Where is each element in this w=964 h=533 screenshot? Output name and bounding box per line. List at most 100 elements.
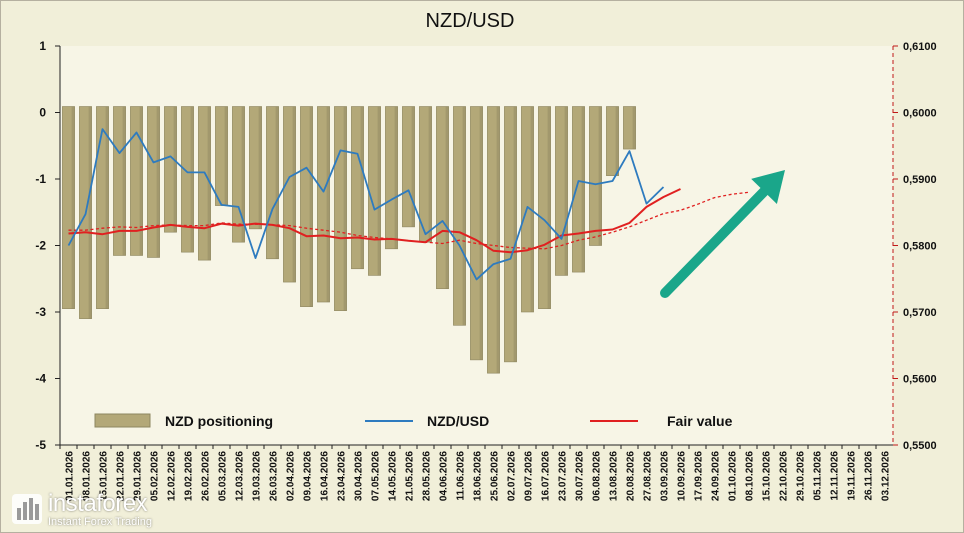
- left-axis-tick-label: -2: [35, 239, 46, 253]
- positioning-bar-shade: [564, 106, 568, 276]
- positioning-bar-shade: [479, 106, 483, 360]
- x-axis-tick-label: 12.02.2026: [167, 451, 178, 501]
- x-axis-tick-label: 23.04.2026: [337, 451, 348, 501]
- positioning-bar-shade: [241, 106, 245, 243]
- x-axis-tick-label: 03.12.2026: [881, 451, 892, 501]
- positioning-bar: [623, 106, 636, 150]
- positioning-bar-shade: [598, 106, 602, 246]
- positioning-bar: [589, 106, 602, 246]
- positioning-bar: [504, 106, 517, 363]
- positioning-bar: [266, 106, 279, 260]
- positioning-bar: [96, 106, 109, 309]
- chart-title: NZD/USD: [425, 10, 515, 32]
- left-axis-tick-label: -5: [35, 438, 46, 452]
- left-axis-tick-label: 1: [39, 39, 46, 53]
- left-axis-tick-label: -1: [35, 172, 46, 186]
- positioning-bar-shade: [309, 106, 313, 307]
- x-axis-tick-label: 23.07.2026: [558, 451, 569, 501]
- x-axis-tick-label: 22.10.2026: [779, 451, 790, 501]
- positioning-bar-shade: [71, 106, 75, 309]
- positioning-bar-shade: [258, 106, 262, 229]
- right-axis-tick-label: 0,6000: [903, 108, 937, 120]
- x-axis-tick-label: 08.01.2026: [82, 451, 93, 501]
- x-axis-tick-label: 29.10.2026: [796, 451, 807, 501]
- x-axis-tick-label: 12.03.2026: [235, 451, 246, 501]
- x-axis-tick-label: 26.03.2026: [269, 451, 280, 501]
- left-axis-tick-label: -4: [35, 372, 46, 386]
- x-axis-tick-label: 19.03.2026: [252, 451, 263, 501]
- positioning-bar-shade: [394, 106, 398, 249]
- x-axis-tick-label: 05.03.2026: [218, 451, 229, 501]
- x-axis-tick-label: 26.11.2026: [864, 451, 875, 501]
- x-axis-tick-label: 16.07.2026: [541, 451, 552, 501]
- positioning-bar: [181, 106, 194, 253]
- positioning-bar-shade: [428, 106, 432, 243]
- positioning-bar: [487, 106, 500, 374]
- trend-arrow-head: [751, 170, 785, 204]
- x-axis-tick-label: 11.06.2026: [456, 451, 467, 501]
- positioning-bar-shade: [224, 106, 228, 206]
- x-axis-tick-label: 09.04.2026: [303, 451, 314, 501]
- positioning-bar-shade: [445, 106, 449, 289]
- right-axis-tick-label: 0,6100: [903, 41, 937, 53]
- x-axis-tick-label: 10.09.2026: [677, 451, 688, 501]
- x-axis-tick-label: 05.02.2026: [150, 451, 161, 501]
- x-axis-tick-label: 30.07.2026: [575, 451, 586, 501]
- x-axis-tick-label: 20.08.2026: [626, 451, 637, 501]
- left-axis-tick-label: 0: [39, 106, 46, 120]
- x-axis-tick-label: 19.11.2026: [847, 451, 858, 501]
- right-axis-tick-label: 0,5700: [903, 307, 937, 319]
- positioning-bar-shade: [360, 106, 364, 269]
- positioning-bar: [317, 106, 330, 303]
- x-axis-tick-label: 08.10.2026: [745, 451, 756, 501]
- positioning-bar: [62, 106, 75, 309]
- legend-label: NZD positioning: [165, 413, 273, 429]
- positioning-bar: [538, 106, 551, 309]
- x-axis-tick-label: 12.11.2026: [830, 451, 841, 501]
- x-axis-tick-label: 13.08.2026: [609, 451, 620, 501]
- x-axis-tick-label: 16.04.2026: [320, 451, 331, 501]
- x-axis-tick-label: 09.07.2026: [524, 451, 535, 501]
- positioning-bar-shade: [377, 106, 381, 276]
- x-axis-tick-label: 29.01.2026: [133, 451, 144, 501]
- left-axis-tick-label: -3: [35, 305, 46, 319]
- positioning-bar: [436, 106, 449, 290]
- positioning-bar: [606, 106, 619, 176]
- positioning-bar-shade: [105, 106, 109, 309]
- positioning-bar-shade: [207, 106, 211, 261]
- x-axis-tick-label: 19.02.2026: [184, 451, 195, 501]
- trend-arrow-shaft: [660, 186, 770, 298]
- positioning-bar: [232, 106, 245, 243]
- x-axis-tick-label: 27.08.2026: [643, 451, 654, 501]
- positioning-bar: [147, 106, 160, 258]
- positioning-bar-shade: [632, 106, 636, 150]
- positioning-bar-shade: [326, 106, 330, 303]
- logo-brand: instaforex: [48, 490, 148, 517]
- positioning-bar: [283, 106, 296, 283]
- positioning-bar: [385, 106, 398, 250]
- positioning-bar-shade: [462, 106, 466, 326]
- positioning-bar-shade: [88, 106, 92, 319]
- x-axis-tick-label: 15.01.2026: [99, 451, 110, 501]
- right-axis-tick-label: 0,5800: [903, 241, 937, 253]
- legend-swatch-positioning: [94, 413, 151, 428]
- right-axis-tick-label: 0,5900: [903, 174, 937, 186]
- positioning-bar-shade: [615, 106, 619, 176]
- x-axis-tick-label: 14.05.2026: [388, 451, 399, 501]
- positioning-bar-shade: [139, 106, 143, 256]
- x-axis-tick-label: 05.11.2026: [813, 451, 824, 501]
- x-axis-tick-label: 02.04.2026: [286, 451, 297, 501]
- positioning-bar-shade: [275, 106, 279, 259]
- x-axis-tick-label: 01.10.2026: [728, 451, 739, 501]
- x-axis-tick-label: 01.01.2026: [65, 451, 76, 501]
- positioning-bar: [470, 106, 483, 361]
- x-axis-tick-label: 28.05.2026: [422, 451, 433, 501]
- x-axis-tick-label: 07.05.2026: [371, 451, 382, 501]
- x-axis-tick-label: 02.07.2026: [507, 451, 518, 501]
- positioning-bar-shade: [343, 106, 347, 311]
- positioning-bar: [453, 106, 466, 326]
- positioning-bar-shade: [190, 106, 194, 253]
- nzdusd-line: [67, 128, 665, 281]
- positioning-bar: [351, 106, 364, 270]
